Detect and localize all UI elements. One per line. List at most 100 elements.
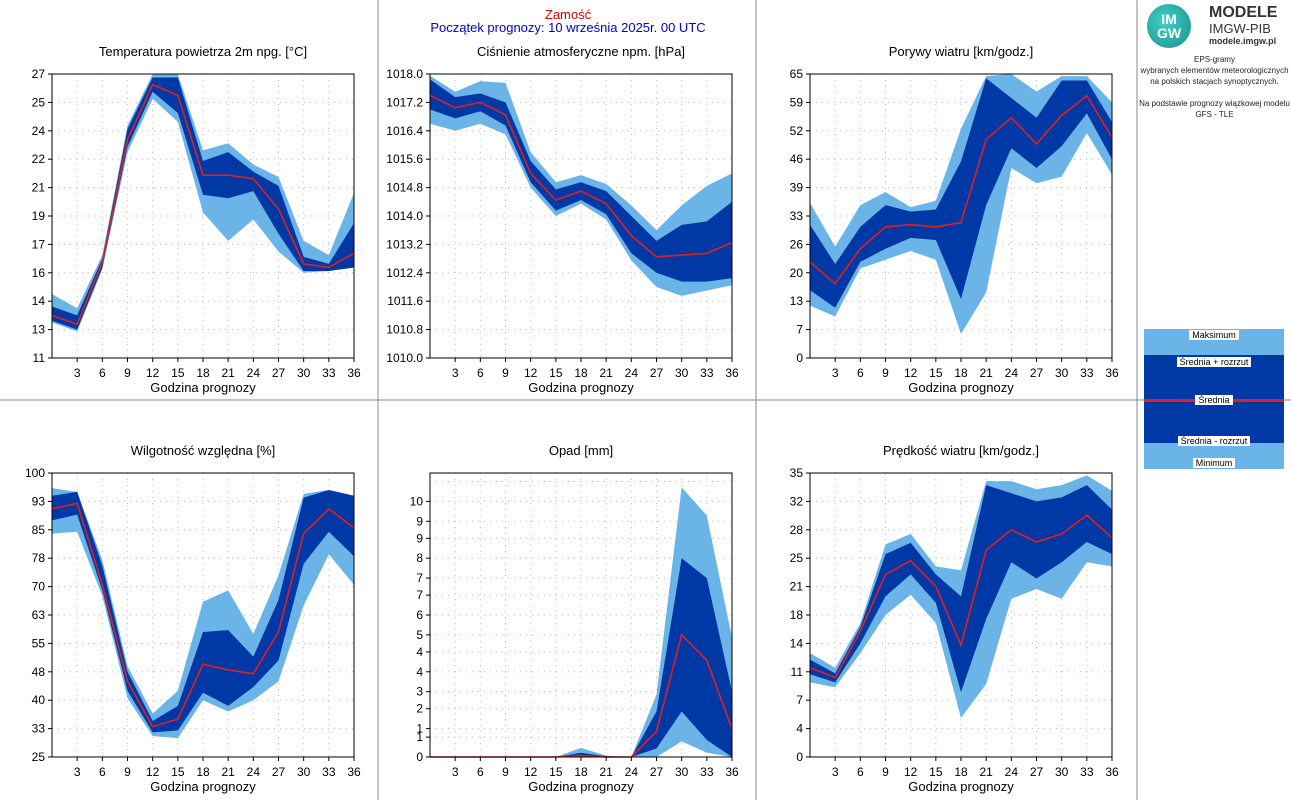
mean-line — [809, 514, 1113, 679]
x-tick-label: 6 — [99, 366, 106, 380]
x-axis-label: Godzina prognozy — [528, 380, 634, 395]
y-tick-label: 3 — [416, 685, 423, 699]
chart-1: Temperatura powietrza 2m npg. [°C] 11 13 14… — [32, 44, 361, 395]
x-tick-label: 18 — [574, 765, 588, 779]
x-tick-label: 24 — [1005, 765, 1019, 779]
x-tick-label: 6 — [857, 765, 864, 779]
x-tick-label: 15 — [929, 765, 943, 779]
x-axis-label: Godzina prognozy — [908, 779, 1014, 794]
x-tick-label: 33 — [1080, 765, 1094, 779]
y-tick-label: 1014.8 — [386, 181, 423, 195]
y-tick-label: 32 — [790, 494, 804, 508]
x-axis-label: Godzina prognozy — [528, 779, 634, 794]
x-tick-label: 18 — [196, 765, 210, 779]
chart-title: Opad [mm] — [549, 443, 613, 458]
mean-line — [51, 83, 355, 326]
y-tick-label: 40 — [32, 693, 46, 707]
y-tick-label: 13 — [32, 323, 46, 337]
legend: Maksimum Średnia + rozrzut Średnia Średn… — [1144, 329, 1284, 469]
imgw-logo[interactable]: IM GW MODELE IMGW-PIB modele.imgw.pl — [1145, 2, 1289, 50]
y-tick-label: 17 — [32, 237, 46, 251]
y-tick-label: 65 — [790, 67, 804, 81]
x-tick-label: 9 — [882, 366, 889, 380]
x-tick-label: 12 — [146, 765, 160, 779]
y-tick-label: 22 — [32, 152, 46, 166]
chart-3: Porywy wiatru [km/godz.]0713202633394652… — [790, 44, 1119, 395]
y-tick-label: 4 — [416, 645, 423, 659]
logo-url[interactable]: modele.imgw.pl — [1209, 36, 1277, 46]
mean-line — [809, 94, 1113, 285]
x-tick-label: 12 — [146, 366, 160, 380]
description-line: EPS-gramy — [1194, 55, 1235, 64]
x-tick-label: 36 — [347, 366, 361, 380]
y-tick-label: 1012.4 — [386, 266, 423, 280]
legend-label-mean-minus: Średnia - rozrzut — [1144, 436, 1284, 446]
x-tick-label: 3 — [832, 366, 839, 380]
x-tick-label: 30 — [1055, 366, 1069, 380]
x-tick-label: 36 — [1105, 366, 1119, 380]
y-tick-label: 16 — [32, 266, 46, 280]
y-tick-label: 46 — [790, 152, 804, 166]
x-tick-label: 12 — [904, 765, 918, 779]
y-tick-label: 20 — [790, 266, 804, 280]
description-line: GFS - TLE — [1195, 110, 1234, 119]
x-tick-label: 27 — [272, 765, 286, 779]
x-tick-label: 36 — [1105, 765, 1119, 779]
x-tick-label: 27 — [1030, 366, 1044, 380]
x-tick-label: 33 — [700, 765, 714, 779]
x-tick-label: 9 — [502, 765, 509, 779]
x-axis-label: Godzina prognozy — [150, 779, 256, 794]
mean-line — [51, 502, 355, 728]
x-tick-label: 21 — [979, 765, 993, 779]
envelope-band — [52, 74, 354, 332]
description-line — [1138, 87, 1291, 98]
y-tick-label: 39 — [790, 181, 804, 195]
y-tick-label: 70 — [32, 580, 46, 594]
x-tick-label: 15 — [549, 366, 563, 380]
y-tick-label: 1010.0 — [386, 351, 423, 365]
x-tick-label: 12 — [524, 765, 538, 779]
y-tick-label: 7 — [796, 693, 803, 707]
chart-6: Prędkość wiatru [km/godz.] 0 4 7 11 14 18 21 25 2… — [790, 443, 1119, 794]
y-tick-label: 21 — [32, 181, 46, 195]
x-tick-label: 24 — [247, 765, 261, 779]
spread-band — [810, 485, 1112, 693]
y-tick-label: 27 — [32, 67, 46, 81]
x-tick-label: 27 — [272, 366, 286, 380]
y-tick-label: 25 — [790, 551, 804, 565]
chart-2: Ciśnienie atmosferyczne npm. [hPa] 1010.0… — [386, 44, 739, 395]
y-tick-label: 11 — [33, 351, 46, 365]
x-tick-label: 6 — [99, 765, 106, 779]
x-tick-label: 18 — [196, 366, 210, 380]
y-tick-label: 59 — [790, 95, 804, 109]
y-tick-label: 100 — [25, 466, 45, 480]
x-tick-label: 3 — [452, 765, 459, 779]
y-tick-label: 1017.2 — [386, 95, 423, 109]
x-tick-label: 15 — [549, 765, 563, 779]
x-tick-label: 18 — [574, 366, 588, 380]
y-tick-label: 6 — [416, 608, 423, 622]
x-tick-label: 27 — [650, 765, 664, 779]
logo-badge-top: IM — [1161, 11, 1177, 27]
y-tick-label: 55 — [32, 636, 46, 650]
y-tick-label: 78 — [32, 551, 46, 565]
y-tick-label: 25 — [32, 750, 46, 764]
legend-label-mean: Średnia — [1144, 395, 1284, 405]
y-tick-label: 33 — [32, 722, 46, 736]
x-tick-label: 27 — [650, 366, 664, 380]
x-tick-label: 36 — [725, 366, 739, 380]
x-tick-label: 33 — [322, 765, 336, 779]
x-tick-label: 15 — [171, 366, 185, 380]
y-tick-label: 2 — [416, 702, 423, 716]
spread-band — [430, 79, 732, 282]
y-tick-label: 25 — [32, 95, 46, 109]
charts-layer: Temperatura powietrza 2m npg. [°C]111314… — [25, 44, 1119, 794]
y-tick-label: 10 — [410, 494, 424, 508]
x-axis-label: Godzina prognozy — [908, 380, 1014, 395]
x-tick-label: 33 — [700, 366, 714, 380]
spread-band — [810, 78, 1112, 308]
x-tick-label: 21 — [979, 366, 993, 380]
x-tick-label: 36 — [347, 765, 361, 779]
x-tick-label: 3 — [74, 765, 81, 779]
y-tick-label: 1015.6 — [386, 152, 423, 166]
